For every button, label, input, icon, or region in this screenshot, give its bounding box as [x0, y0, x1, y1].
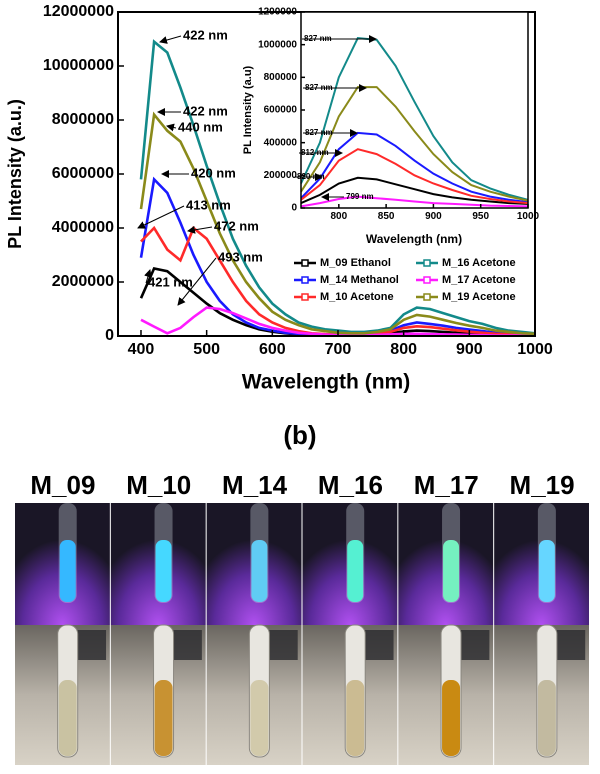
keyboard [173, 630, 202, 660]
tube-glow [347, 540, 364, 602]
series-line [300, 195, 529, 208]
y-tick-label: 6000000 [52, 165, 114, 182]
keyboard [77, 630, 107, 660]
legend-marker [423, 259, 431, 267]
annotation: 422 nm [183, 103, 228, 118]
x-tick-label: 900 [425, 211, 442, 222]
y-tick-label: 600000 [264, 105, 298, 116]
panel-label: (b) [283, 420, 316, 450]
legend-marker [423, 293, 431, 301]
tube-glow [251, 540, 268, 602]
series-line [300, 37, 529, 201]
annotation: 493 nm [218, 249, 263, 264]
annotation: 472 nm [214, 218, 259, 233]
tube-glow [538, 540, 555, 602]
keyboard [364, 630, 394, 660]
legend-marker [301, 293, 309, 301]
annotation: 820 nm [297, 172, 325, 181]
series-line [300, 176, 529, 205]
annotation: 827 nm [305, 83, 333, 92]
legend-label: M_09 Ethanol [320, 257, 391, 269]
y-tick-label: 0 [105, 327, 114, 344]
y-tick-label: 4000000 [52, 219, 114, 236]
x-tick-label: 500 [193, 341, 220, 358]
sample-label: M_10 [126, 470, 191, 500]
x-tick-label: 600 [259, 341, 286, 358]
tube-glow [443, 540, 460, 602]
tube-liquid [154, 680, 173, 756]
y-axis-label: PL Intensity (a.u.) [5, 99, 25, 249]
tube-glow [59, 540, 76, 602]
x-axis-label: Wavelength (nm) [366, 232, 462, 246]
tube-liquid [250, 680, 269, 756]
annotation-arrow [166, 123, 177, 132]
annotation: 422 nm [183, 27, 228, 42]
y-tick-label: 1200000 [258, 7, 297, 18]
annotation: 440 nm [178, 119, 223, 134]
y-tick-label: 1000000 [258, 39, 297, 50]
tube-liquid [442, 680, 461, 756]
sample-label: M_09 [30, 470, 95, 500]
sample-label: M_17 [414, 470, 479, 500]
x-tick-label: 700 [325, 341, 352, 358]
y-axis-label: PL Intensity (a.u) [242, 65, 254, 154]
inset-background [301, 12, 528, 208]
y-tick-label: 8000000 [52, 111, 114, 128]
annotation-arrow [177, 257, 217, 306]
annotation: 799 nm [346, 192, 374, 201]
annotation-arrow [137, 205, 185, 229]
y-tick-label: 12000000 [43, 3, 114, 20]
sample-label: M_14 [222, 470, 288, 500]
y-tick-label: 0 [291, 203, 297, 214]
sample-label: M_16 [318, 470, 383, 500]
legend-label: M_10 Acetone [320, 291, 394, 303]
x-tick-label: 850 [378, 211, 395, 222]
series-line [300, 86, 529, 202]
annotation: 827 nm [305, 128, 333, 137]
y-tick-label: 400000 [264, 137, 298, 148]
y-tick-label: 2000000 [52, 273, 114, 290]
annotation-arrow [159, 35, 182, 44]
annotation-arrow [187, 225, 213, 234]
tube-liquid [537, 680, 556, 756]
legend-marker [423, 276, 431, 284]
x-tick-label: 1000 [517, 211, 540, 222]
legend-label: M_16 Acetone [442, 257, 516, 269]
x-tick-label: 800 [390, 341, 417, 358]
y-tick-label: 10000000 [43, 57, 114, 74]
x-tick-label: 400 [128, 341, 155, 358]
annotation: 812 nm [301, 148, 329, 157]
sample-label: M_19 [510, 470, 575, 500]
legend-label: M_17 Acetone [442, 274, 516, 286]
keyboard [268, 630, 298, 660]
keyboard [556, 630, 586, 660]
x-tick-label: 900 [456, 341, 483, 358]
annotation: 420 nm [191, 165, 236, 180]
tube-liquid [346, 680, 365, 756]
legend-marker [301, 259, 309, 267]
x-axis-label: Wavelength (nm) [242, 371, 410, 394]
tube-liquid [58, 680, 77, 756]
keyboard [460, 630, 490, 660]
annotation: 413 nm [186, 197, 231, 212]
series-line [300, 148, 529, 205]
legend-label: M_19 Acetone [442, 291, 516, 303]
annotation-arrow [144, 269, 152, 284]
legend-marker [301, 276, 309, 284]
x-tick-label: 1000 [517, 341, 553, 358]
x-tick-label: 800 [330, 211, 347, 222]
y-tick-label: 800000 [264, 72, 298, 83]
tube-glow [155, 540, 172, 602]
annotation: 421 nm [148, 274, 193, 289]
annotation: 827 nm [304, 34, 332, 43]
x-tick-label: 950 [472, 211, 489, 222]
legend-label: M_14 Methanol [320, 274, 399, 286]
y-tick-label: 200000 [264, 170, 298, 181]
